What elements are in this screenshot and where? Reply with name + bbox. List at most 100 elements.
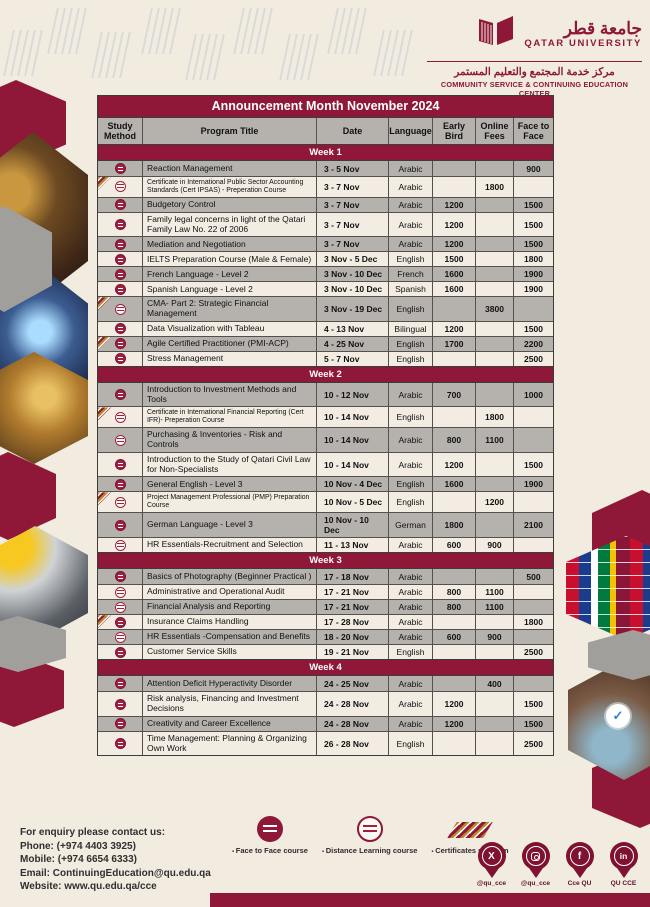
online-fee: 900	[476, 630, 514, 645]
study-method-cell	[98, 267, 143, 282]
decor-bars	[327, 8, 367, 54]
study-method-cell	[98, 569, 143, 585]
social-item-instagram[interactable]: @qu_cce	[519, 842, 552, 887]
date-cell: 17 - 21 Nov	[317, 585, 389, 600]
date-cell: 11 - 13 Nov	[317, 538, 389, 553]
face-to-face-icon	[114, 389, 126, 401]
date-cell: 24 - 28 Nov	[317, 692, 389, 716]
program-title: Stress Management	[143, 351, 317, 366]
table-row: Time Management: Planning & Organizing O…	[98, 730, 553, 756]
certificate-flag-icon	[98, 297, 111, 311]
distance-learning-icon	[114, 539, 126, 551]
face-to-face-icon	[114, 238, 126, 250]
online-fee: 1200	[476, 492, 514, 513]
language-cell: Arabic	[389, 630, 433, 645]
table-row: Purchasing & Inventories - Risk and Cont…	[98, 427, 553, 452]
university-name-arabic: جامعة قطر	[563, 18, 642, 38]
distance-learning-icon	[114, 303, 126, 315]
program-title: German Language - Level 3	[143, 513, 317, 538]
face-to-face-fee: 900	[526, 163, 541, 174]
table-row: Financial Analysis and Reporting 17 - 21 …	[98, 599, 553, 615]
face-to-face-fee	[514, 600, 553, 614]
early-bird-fee: 600	[433, 630, 476, 645]
online-fee	[476, 336, 514, 351]
study-method-cell	[98, 585, 143, 600]
face-to-face-icon	[114, 478, 126, 490]
table-row: Introduction to Investment Methods and T…	[98, 382, 553, 407]
early-bird-fee	[433, 351, 476, 366]
social-item-linkedin[interactable]: in QU CCE	[607, 842, 640, 887]
face-to-face-icon	[114, 646, 126, 658]
language-cell: Arabic	[389, 692, 433, 716]
face-to-face-fee: 2500	[524, 738, 543, 749]
table-row: Creativity and Career Excellence 24 - 28 …	[98, 715, 553, 731]
study-method-cell	[98, 692, 143, 716]
date-cell: 18 - 20 Nov	[317, 630, 389, 645]
language-cell: Arabic	[389, 716, 433, 731]
certificate-flag-icon	[98, 492, 111, 506]
column-header-face-to-face: Face to Face	[517, 121, 550, 141]
face-to-face-fee: 1500	[524, 699, 543, 710]
online-fee: 1100	[476, 600, 514, 615]
center-name-arabic: مركز خدمة المجتمع والتعليم المستمر	[454, 66, 615, 78]
x-twitter-icon[interactable]: X	[477, 842, 506, 870]
face-to-face-icon	[114, 253, 126, 265]
face-to-face-icon	[114, 718, 126, 730]
week-header: Week 3	[98, 552, 553, 570]
study-method-cell	[98, 336, 143, 351]
date-cell: 4 - 13 Nov	[317, 321, 389, 336]
study-method-cell	[98, 452, 143, 477]
language-cell: Arabic	[389, 676, 433, 692]
decor-bars	[3, 30, 43, 76]
study-method-cell	[98, 428, 143, 452]
early-bird-fee: 1600	[433, 477, 476, 492]
study-method-legend: Face to Face course Distance Learning co…	[232, 816, 509, 855]
program-title: Basics of Photography (Beginner Practica…	[143, 569, 317, 585]
language-cell: French	[389, 267, 433, 282]
date-cell: 10 Nov - 5 Dec	[317, 492, 389, 513]
facebook-icon[interactable]: f	[565, 842, 594, 870]
instagram-icon[interactable]	[521, 842, 550, 870]
online-fee	[476, 212, 514, 237]
distance-learning-icon	[114, 496, 126, 508]
table-header-row: Study Method Program Title Date Language…	[98, 118, 553, 144]
study-method-cell	[98, 630, 143, 645]
program-title: Customer Service Skills	[143, 645, 317, 660]
online-fee	[476, 321, 514, 336]
table-row: IELTS Preparation Course (Male & Female)…	[98, 251, 553, 267]
online-fee	[476, 569, 514, 585]
online-fee	[476, 237, 514, 252]
contact-mobile: Mobile: (+974 6654 6333)	[20, 854, 138, 865]
social-item-facebook[interactable]: f Cce QU	[563, 842, 596, 887]
early-bird-fee: 1200	[433, 321, 476, 336]
study-method-cell	[98, 407, 143, 428]
language-cell: Arabic	[389, 569, 433, 585]
legend-item-certificates: Certificates program	[431, 822, 509, 855]
open-book-icon	[476, 12, 516, 55]
face-to-face-icon	[114, 698, 126, 710]
early-bird-fee	[433, 177, 476, 197]
study-method-cell	[98, 716, 143, 731]
table-row: HR Essentials-Recruitment and Selection 1…	[98, 537, 553, 553]
early-bird-fee: 1200	[433, 197, 476, 212]
week-header: Week 1	[98, 144, 553, 161]
social-item-x[interactable]: X @qu_cce	[475, 842, 508, 887]
table-row: Certificate in International Financial R…	[98, 406, 553, 428]
program-title: Project Management Professional (PMP) Pr…	[143, 492, 317, 513]
online-fee: 400	[476, 676, 514, 692]
date-cell: 3 - 5 Nov	[317, 161, 389, 176]
face-to-face-fee	[514, 177, 553, 197]
program-title: Mediation and Negotiation	[143, 237, 317, 252]
language-cell: Bilingual	[389, 321, 433, 336]
linkedin-icon[interactable]: in	[609, 842, 638, 870]
date-cell: 4 - 25 Nov	[317, 336, 389, 351]
language-cell: English	[389, 492, 433, 513]
study-method-cell	[98, 513, 143, 538]
decor-bars	[91, 32, 131, 78]
program-title: Reaction Management	[143, 161, 317, 176]
certificate-flag-icon	[98, 407, 111, 421]
distance-learning-icon	[114, 434, 126, 446]
face-to-face-fee: 1500	[524, 459, 543, 470]
date-cell: 26 - 28 Nov	[317, 731, 389, 756]
